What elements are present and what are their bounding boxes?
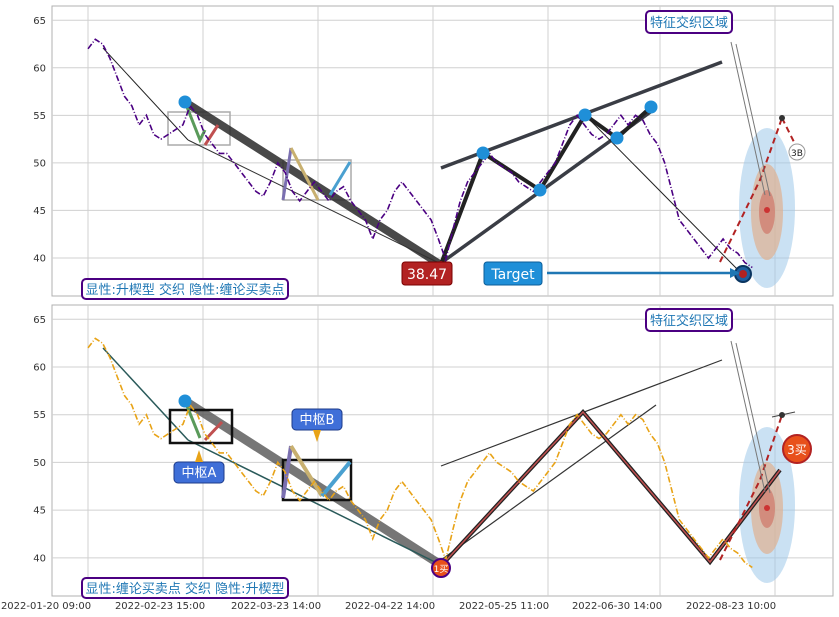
bottom-bottom-label: 显性:缠论买卖点 交织 隐性:升楔型 [85, 581, 284, 597]
pivot-point [644, 100, 658, 114]
buy1-label: 1买 [434, 564, 449, 575]
target-arrow-head [730, 268, 740, 278]
zs-b-pointer [313, 430, 321, 442]
pivot-point [578, 108, 592, 122]
y-tick-label: 65 [33, 315, 46, 326]
pointer-line [735, 43, 771, 197]
zigzag-red [440, 410, 781, 567]
peak-dot [779, 412, 785, 418]
x-axis-ticks: 2022-01-20 09:00 2022-02-23 15:00 2022-03-… [1, 601, 776, 612]
seg-blue [328, 161, 352, 196]
zs-box-b [281, 458, 353, 502]
seg-tan [289, 444, 324, 498]
low-value-label: 38.47 [407, 267, 447, 283]
pivot-point [533, 183, 547, 197]
zone-center [764, 207, 770, 213]
y-tick-label: 55 [33, 410, 46, 421]
low-value-badge [401, 261, 453, 286]
top-yticks: 40 45 50 55 60 65 [33, 16, 46, 265]
buy1-marker [431, 558, 451, 578]
bottom-panel-frame [51, 304, 834, 597]
x-tick-label: 2022-04-22 14:00 [345, 601, 435, 612]
thin-line [102, 47, 189, 141]
projection-dashed [719, 414, 783, 561]
top-panel-frame [51, 5, 834, 297]
zs-box-a [168, 408, 234, 445]
target-label: Target [490, 267, 535, 283]
y-tick-label: 55 [33, 111, 46, 122]
y-tick-label: 40 [33, 253, 46, 264]
buy3-label: 3买 [787, 443, 807, 457]
zone-center [764, 505, 770, 511]
x-tick-label: 2022-02-23 15:00 [115, 601, 205, 612]
top-feature-label: 特征交织区域 [650, 15, 728, 31]
wedge-lower [440, 404, 657, 561]
top-feature-box [645, 10, 733, 34]
y-tick-label: 40 [33, 553, 46, 564]
pivot-point [178, 394, 192, 408]
pivot-point [476, 146, 490, 160]
top-panel: 40 45 50 55 60 65 [33, 5, 834, 297]
thin-line [187, 439, 442, 566]
seg-green [183, 101, 207, 144]
zs-b-label: 中枢B [300, 413, 335, 428]
pivot-point [610, 131, 624, 145]
y-tick-label: 60 [33, 63, 46, 74]
seg-green [183, 400, 202, 439]
y-tick-label: 60 [33, 363, 46, 374]
zigzag [439, 105, 653, 265]
bottom-panel: 40 45 50 55 60 65 [33, 304, 834, 597]
peak-dot [779, 115, 785, 121]
pointer-line [735, 342, 771, 494]
target-point-core [739, 270, 747, 278]
seg-purple [281, 445, 293, 499]
pointer-line [730, 340, 766, 493]
x-tick-label: 2022-08-23 10:00 [686, 601, 776, 612]
x-tick-label: 2022-06-30 14:00 [572, 601, 662, 612]
seg-blue [320, 460, 352, 498]
top-price-line [87, 38, 753, 269]
bottom-overlay [178, 394, 192, 408]
x-tick-label: 2022-03-23 14:00 [231, 601, 321, 612]
pivot-point [178, 95, 192, 109]
y-tick-label: 50 [33, 158, 46, 169]
x-tick-label: 2022-05-25 11:00 [459, 601, 549, 612]
bottom-feature-label: 特征交织区域 [650, 313, 728, 329]
bottom-feature-box [645, 308, 733, 332]
zs-a-label: 中枢A [182, 466, 217, 481]
y-tick-label: 50 [33, 458, 46, 469]
top-bottom-label: 显性:升楔型 交织 隐性:缠论买卖点 [85, 282, 284, 298]
top-bottom-label-box [81, 278, 289, 300]
x-tick-label: 2022-01-20 09:00 [1, 601, 91, 612]
y-tick-label: 65 [33, 16, 46, 27]
thin-line [102, 347, 189, 441]
y-tick-label: 45 [33, 506, 46, 517]
seg-purple [281, 147, 293, 201]
projection-dashed [781, 117, 798, 149]
pointer-line [730, 41, 766, 196]
buy3-marker [782, 434, 812, 464]
bottom-price-line [87, 337, 753, 569]
projection-dashed [719, 117, 783, 263]
target-badge [483, 261, 543, 286]
y-tick-label: 45 [33, 206, 46, 217]
thin-line [187, 139, 442, 265]
label-3b-circle [788, 143, 806, 161]
seg-red [203, 124, 220, 146]
bottom-bottom-label-box [81, 577, 289, 599]
bottom-grid [52, 305, 833, 596]
label-3b: 3B [791, 149, 803, 159]
bottom-yticks: 40 45 50 55 60 65 [33, 315, 46, 565]
seg-tan [289, 147, 320, 201]
zs-a-pointer [195, 450, 203, 462]
